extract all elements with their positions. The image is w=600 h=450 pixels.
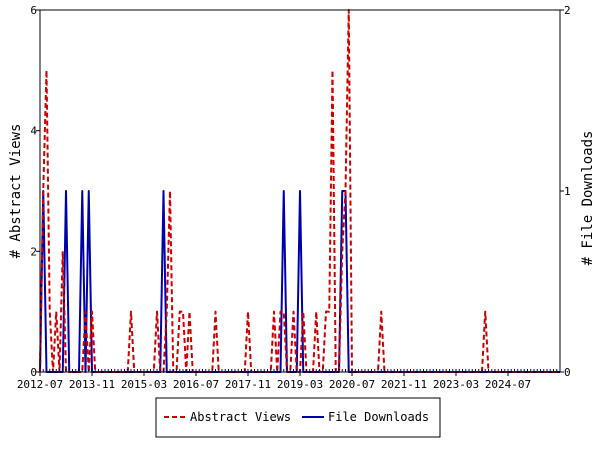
x-tick-label: 2017-11 [225,378,271,391]
legend-box [155,397,441,438]
x-tick-label: 2016-07 [173,378,219,391]
x-tick-label: 2019-03 [277,378,323,391]
x-axis-tick-labels: 2012-07 2013-11 2015-03 2016-07 2017-11 … [17,378,531,391]
legend-label-abstract-views: Abstract Views [190,410,291,424]
left-y-tick-label: 2 [30,245,37,258]
right-y-tick-label: 2 [564,4,571,17]
right-y-axis: 0 1 2 [560,4,571,379]
x-tick-label: 2024-07 [485,378,531,391]
x-tick-label: 2020-07 [329,378,375,391]
x-tick-label: 2012-07 [17,378,63,391]
left-y-tick-label: 6 [30,4,37,17]
x-tick-label: 2021-11 [381,378,427,391]
right-y-tick-label: 1 [564,185,571,198]
left-y-axis-title: # Abstract Views [8,124,24,259]
left-y-axis: 0 2 4 6 [30,4,40,379]
right-y-axis-title: # File Downloads [580,131,596,266]
left-y-tick-label: 0 [30,366,37,379]
x-axis-month-ticks [39,369,561,376]
x-tick-label: 2023-03 [433,378,479,391]
x-tick-label: 2015-03 [121,378,167,391]
left-y-tick-label: 4 [30,125,37,138]
legend-label-file-downloads: File Downloads [328,410,429,424]
x-tick-label: 2013-11 [69,378,115,391]
right-y-tick-label: 0 [564,366,571,379]
legend: Abstract Views File Downloads [155,397,441,438]
